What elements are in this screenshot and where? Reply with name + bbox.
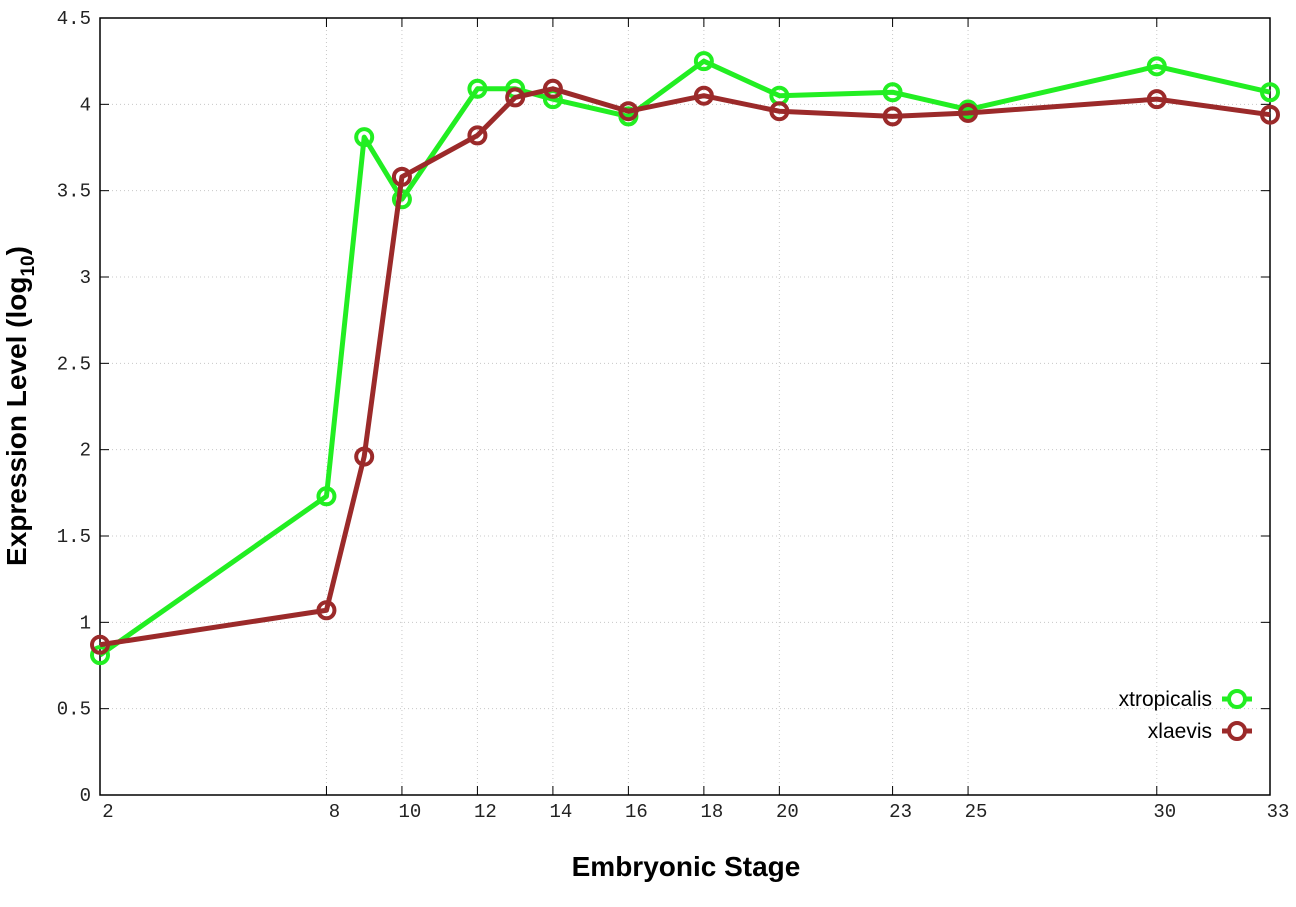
- y-tick-label: 0.5: [57, 699, 91, 721]
- y-axis-title-end: ): [1, 246, 32, 255]
- data-point: [1146, 89, 1167, 110]
- y-tick-label: 1: [80, 612, 91, 634]
- data-point: [542, 78, 563, 99]
- data-point: [1146, 56, 1167, 77]
- x-tick-label: 18: [700, 801, 723, 823]
- data-point: [505, 87, 526, 108]
- x-tick-label: 33: [1267, 801, 1290, 823]
- legend-marker: [1227, 689, 1247, 709]
- x-tick-label: 12: [474, 801, 497, 823]
- x-tick-label: 30: [1153, 801, 1176, 823]
- data-point: [1260, 82, 1280, 103]
- x-tick-label: 16: [625, 801, 648, 823]
- series-line: [99, 86, 1271, 648]
- legend-label: xtropicalis: [1119, 688, 1212, 711]
- x-tick-label: 23: [889, 801, 912, 823]
- data-point: [693, 51, 714, 72]
- y-tick-label: 4.5: [57, 8, 91, 30]
- legend-marker: [1227, 721, 1247, 741]
- x-tick-label: 14: [549, 801, 572, 823]
- series-line: [98, 58, 1271, 658]
- legend-label: xlaevis: [1148, 720, 1212, 743]
- data-point: [882, 106, 903, 127]
- y-tick-label: 2: [80, 440, 91, 462]
- x-tick-label: 25: [965, 801, 988, 823]
- data-point: [316, 600, 337, 621]
- y-axis-title: Expression Level (log10): [1, 246, 39, 566]
- data-point: [467, 125, 488, 146]
- x-tick-label: 2: [102, 801, 113, 823]
- data-point: [958, 102, 979, 123]
- y-tick-label: 0: [80, 785, 91, 807]
- data-point: [882, 82, 903, 103]
- data-point: [467, 78, 488, 99]
- data-point: [391, 166, 412, 187]
- data-point: [354, 127, 375, 148]
- data-point: [90, 634, 110, 655]
- y-tick-label: 3: [80, 267, 91, 289]
- x-tick-label: 20: [776, 801, 799, 823]
- data-point: [1260, 104, 1280, 125]
- plot-frame: [99, 17, 1271, 796]
- y-tick-label: 3.5: [57, 181, 91, 203]
- data-point: [769, 101, 790, 122]
- y-axis-title-subscript: 10: [18, 255, 39, 276]
- x-tick-label: 8: [329, 801, 340, 823]
- y-tick-label: 2.5: [57, 353, 91, 375]
- x-axis-title: Embryonic Stage: [572, 851, 801, 882]
- data-point: [618, 101, 639, 122]
- data-point: [693, 85, 714, 106]
- y-axis-title-main: Expression Level (log: [1, 277, 32, 566]
- data-point: [90, 645, 110, 666]
- y-tick-label: 1.5: [57, 526, 91, 548]
- y-tick-label: 4: [80, 94, 91, 116]
- data-point: [316, 486, 337, 507]
- x-tick-label: 10: [399, 801, 422, 823]
- data-point: [354, 446, 375, 467]
